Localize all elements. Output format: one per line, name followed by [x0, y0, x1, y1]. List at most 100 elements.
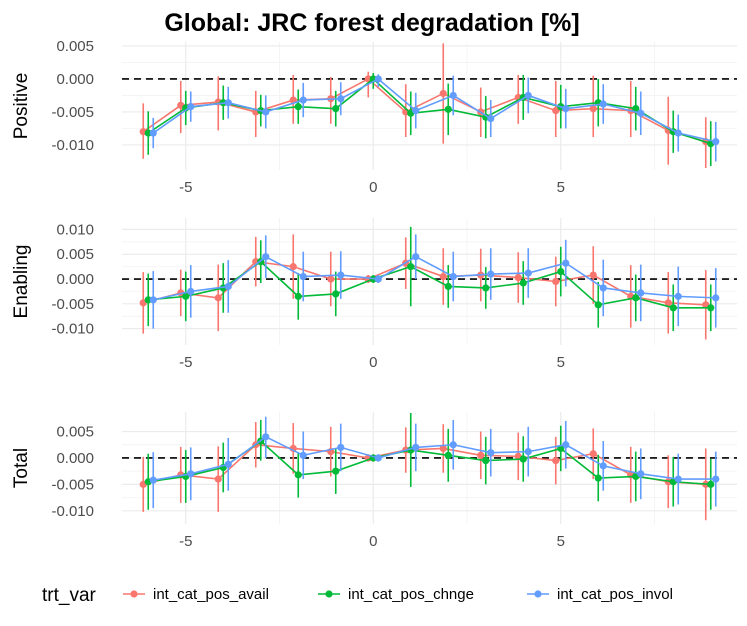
data-point [327, 275, 335, 283]
y-tick-label: -0.010 [51, 321, 94, 338]
data-point [589, 450, 597, 458]
data-point [294, 471, 302, 479]
data-point [477, 451, 485, 459]
data-point [294, 103, 302, 111]
series-line [143, 443, 706, 486]
data-point [332, 290, 340, 298]
y-tick-label: 0.010 [56, 221, 94, 238]
data-point [552, 107, 560, 115]
data-point [214, 475, 222, 483]
x-tick-label: -5 [179, 354, 192, 371]
y-tick-label: 0.000 [56, 71, 94, 88]
series-int_cat_pos_chnge [144, 226, 715, 332]
legend-entry-int_cat_pos_avail: int_cat_pos_avail [123, 586, 269, 603]
data-point [712, 138, 720, 146]
x-tick-label: 5 [557, 533, 565, 550]
y-tick-label: 0.005 [56, 424, 94, 441]
legend-label: int_cat_pos_avail [153, 586, 269, 603]
legend-label: int_cat_pos_invol [557, 586, 673, 603]
data-point [144, 296, 152, 304]
data-point [294, 292, 302, 300]
series-int_cat_pos_invol [149, 416, 720, 509]
series-line [153, 435, 716, 481]
y-axis-label: Positive [11, 73, 32, 140]
data-point [412, 443, 420, 451]
x-tick-label: 0 [369, 533, 377, 550]
data-point [332, 467, 340, 475]
data-point [632, 105, 640, 113]
x-tick-label: -5 [179, 179, 192, 196]
data-point [187, 287, 195, 296]
data-point [674, 292, 682, 300]
data-point [149, 296, 157, 304]
data-point [562, 105, 570, 113]
data-point [439, 89, 447, 98]
data-point [412, 107, 420, 115]
data-point [224, 99, 232, 107]
data-point [599, 100, 607, 108]
panel-total: 0.005 0.000 -0.005 -0.010 -5 0 5 Total [11, 412, 737, 550]
data-point [524, 91, 532, 100]
data-point [487, 449, 495, 457]
data-point [664, 299, 672, 307]
series-line [153, 255, 716, 301]
data-point [337, 95, 345, 103]
x-tick-label: -5 [179, 533, 192, 550]
data-point [337, 443, 345, 451]
data-point [449, 272, 457, 281]
data-point [262, 108, 270, 116]
data-point [524, 269, 532, 277]
data-point [144, 129, 152, 137]
y-axis-label: Enabling [11, 245, 32, 319]
x-tick-label: 0 [369, 354, 377, 371]
data-point [374, 275, 382, 283]
y-tick-label: -0.010 [51, 503, 94, 520]
data-point [712, 294, 720, 302]
data-point [289, 263, 297, 271]
y-tick-label: 0.005 [56, 246, 94, 263]
data-point [337, 271, 345, 279]
data-point [482, 284, 490, 292]
data-point [412, 253, 420, 261]
legend-title: trt_var [42, 585, 97, 606]
data-point [519, 279, 527, 287]
data-point [299, 96, 307, 104]
series-line [142, 77, 706, 143]
data-point [187, 470, 195, 478]
data-point [632, 294, 640, 302]
data-point [487, 270, 495, 278]
data-point [674, 475, 682, 483]
data-point [374, 75, 382, 83]
data-point [262, 433, 270, 441]
data-point [262, 253, 270, 261]
legend-entry-int_cat_pos_invol: int_cat_pos_invol [527, 586, 673, 603]
data-point [224, 282, 232, 291]
data-point [444, 282, 452, 291]
legend-point-key [534, 590, 542, 598]
data-point [557, 267, 565, 276]
series-int_cat_pos_invol [149, 74, 720, 162]
data-point [407, 263, 415, 271]
data-point [487, 114, 495, 123]
data-point [594, 474, 602, 482]
data-point [299, 272, 307, 281]
data-point [149, 476, 157, 484]
data-point [374, 454, 382, 462]
legend-point-key [130, 590, 138, 598]
data-point [589, 105, 597, 113]
data-point [669, 304, 677, 312]
series-int_cat_pos_avail [139, 43, 710, 169]
data-point [674, 129, 682, 137]
data-point [637, 470, 645, 478]
data-point [552, 457, 560, 465]
legend-point-key [325, 590, 333, 598]
y-tick-label: -0.005 [51, 296, 94, 313]
data-point [332, 105, 340, 113]
y-tick-label: 0.000 [56, 450, 94, 467]
data-point [552, 277, 560, 286]
x-tick-label: 0 [369, 179, 377, 196]
y-axis-label: Total [11, 448, 32, 488]
data-point [439, 272, 447, 281]
panel-enabling: 0.010 0.005 0.000 -0.005 -0.010 -5 0 5 Enabling [11, 218, 737, 371]
